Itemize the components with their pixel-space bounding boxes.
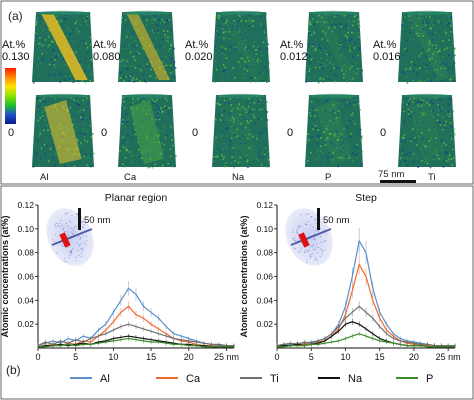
- zero-label: 0: [380, 127, 386, 139]
- x-tick-label: 25 nm: [214, 352, 239, 362]
- inset-scale-label: 50 nm: [84, 215, 110, 226]
- y-tick-label: 0.06: [256, 272, 273, 282]
- x-tick-label: 0: [35, 352, 40, 362]
- max-label-prefix: At.%: [373, 39, 396, 51]
- tomogram-ca-side: [118, 10, 177, 83]
- max-label-value: 0.080: [93, 51, 121, 63]
- y-tick-label: 0.12: [256, 200, 273, 210]
- series-p: [276, 331, 456, 348]
- panel-a-label: (a): [8, 9, 23, 23]
- tomogram-ti-side: [398, 10, 456, 84]
- x-tick-label: 15: [146, 352, 156, 362]
- x-tick-label: 25 nm: [436, 352, 461, 362]
- max-label-value: 0.016: [373, 51, 401, 63]
- series-line: [277, 333, 455, 348]
- zero-label: 0: [101, 127, 107, 139]
- tomogram-p-top: [305, 93, 363, 168]
- series-line: [276, 263, 455, 348]
- max-label-prefix: At.%: [280, 39, 303, 51]
- series-ti: [37, 321, 235, 348]
- max-label-prefix: At.%: [185, 39, 208, 51]
- element-label-ca: Ca: [124, 172, 137, 183]
- legend-label-na: Na: [348, 373, 363, 385]
- colorbar: [5, 68, 16, 124]
- chart-title: Planar region: [105, 192, 168, 204]
- tomogram-al-side: [32, 10, 94, 84]
- legend: Al Ca Ti Na P: [70, 373, 433, 385]
- zero-label: 0: [192, 127, 198, 139]
- x-tick-label: 20: [409, 352, 419, 362]
- max-label-prefix: At.%: [2, 39, 25, 51]
- max-label-prefix: At.%: [93, 39, 116, 51]
- roi-marker: [59, 232, 71, 248]
- x-tick-label: 5: [73, 352, 78, 362]
- y-tick-label: 0.08: [256, 248, 273, 258]
- x-tick-label: 20: [184, 352, 194, 362]
- max-label-value: 0.012: [280, 51, 308, 63]
- max-label-value: 0.020: [185, 51, 213, 63]
- colorbar-zero-label: 0: [8, 127, 14, 139]
- tomogram-al-top: [32, 93, 95, 168]
- y-tick-label: 0.10: [17, 224, 34, 234]
- tomogram-p-side: [305, 10, 363, 84]
- max-label-value: 0.130: [2, 51, 30, 63]
- inset-atom-map: 50 nm: [46, 208, 110, 266]
- y-axis-label: Atomic concentrations (at%): [239, 215, 249, 337]
- series-line: [276, 305, 455, 347]
- element-label-ti: Ti: [428, 172, 436, 183]
- chart-planar-region: Planar region Atomic concentrations (at%)…: [0, 192, 239, 362]
- element-label-p: P: [325, 172, 331, 183]
- x-tick-label: 0: [274, 352, 279, 362]
- y-tick-label: 0.06: [17, 272, 34, 282]
- zero-label: 0: [287, 127, 293, 139]
- x-tick-label: 5: [309, 352, 314, 362]
- tomogram-na-top: [212, 93, 270, 169]
- y-tick-label: 0.02: [17, 319, 34, 329]
- element-label-na: Na: [232, 172, 245, 183]
- y-tick-label: 0.02: [256, 319, 273, 329]
- tomogram-ti-top: [398, 93, 456, 169]
- tomogram-ca-top: [118, 93, 177, 169]
- roi-marker: [298, 232, 310, 248]
- tomography-maps: [32, 10, 456, 169]
- series-p: [37, 336, 235, 348]
- y-tick-label: 0.04: [17, 295, 34, 305]
- scale-bar: [380, 180, 416, 183]
- panel-b-label: (b): [6, 363, 21, 377]
- element-label-al: Al: [40, 172, 48, 183]
- chart-step: Step Atomic concentrations (at%) 0.02 0.04 0…: [239, 192, 461, 362]
- inset-scale-bar: [317, 208, 320, 230]
- max-labels: At.%0.130At.%0.080At.%0.020At.%0.012At.%…: [2, 39, 401, 139]
- x-tick-label: 10: [340, 352, 350, 362]
- tomogram-na-side: [212, 10, 271, 84]
- legend-label-ca: Ca: [186, 373, 201, 385]
- inset-atom-map: 50 nm: [285, 208, 349, 266]
- legend-label-ti: Ti: [270, 373, 279, 385]
- series-line: [37, 323, 234, 347]
- y-tick-label: 0.04: [256, 295, 273, 305]
- y-tick-label: 0.12: [17, 200, 34, 210]
- x-tick-label: 10: [108, 352, 118, 362]
- inset-scale-label: 50 nm: [323, 215, 349, 226]
- series-line: [38, 337, 234, 348]
- y-axis-label: Atomic concentrations (at%): [0, 215, 10, 337]
- legend-label-al: Al: [100, 373, 110, 385]
- y-tick-label: 0.08: [17, 248, 34, 258]
- chart-title: Step: [355, 192, 377, 204]
- x-tick-label: 15: [375, 352, 385, 362]
- legend-label-p: P: [426, 373, 433, 385]
- scale-bar-label: 75 nm: [378, 169, 404, 180]
- element-labels: Al Ca Na P Ti: [40, 172, 436, 183]
- y-tick-label: 0.10: [256, 224, 273, 234]
- inset-scale-bar: [78, 208, 81, 230]
